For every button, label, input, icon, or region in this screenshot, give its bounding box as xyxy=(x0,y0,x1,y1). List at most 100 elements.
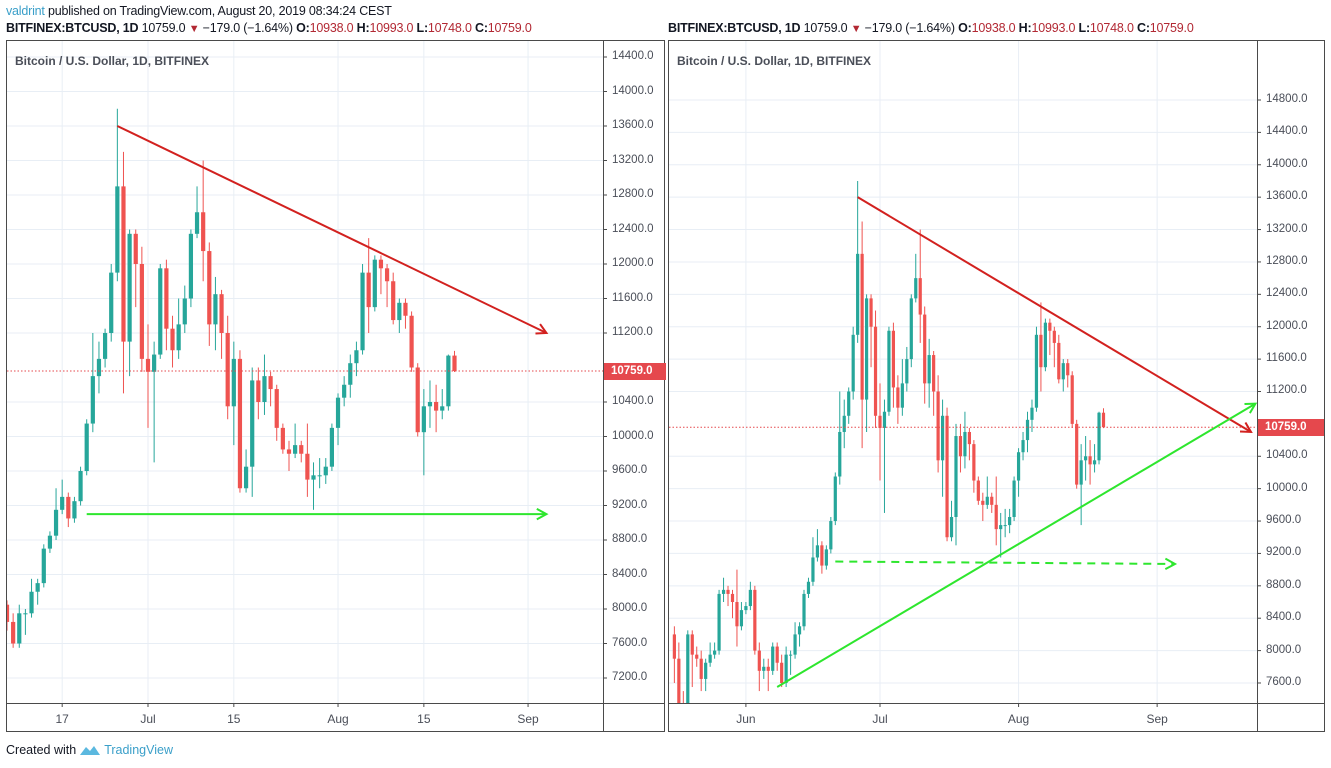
candle xyxy=(225,315,230,420)
y-axis-label: 9200.0 xyxy=(1266,546,1302,559)
candle xyxy=(213,276,218,351)
candle xyxy=(335,393,341,446)
symbol-line-right: BITFINEX:BTCUSD, 1D 10759.0 ▼ −179.0 (−1… xyxy=(668,21,1194,35)
candle xyxy=(672,626,676,683)
candle xyxy=(914,253,918,303)
author-link[interactable]: valdrint xyxy=(6,4,45,18)
candle xyxy=(873,310,878,428)
price-change: −179.0 (−1.64%) xyxy=(202,21,293,35)
open-value: 10938.0 xyxy=(309,21,354,35)
candle xyxy=(7,600,10,631)
candle xyxy=(231,341,236,446)
green-trendline-annotation[interactable] xyxy=(776,402,1257,688)
candle xyxy=(744,602,748,615)
candle xyxy=(409,311,414,372)
candle xyxy=(909,294,913,368)
y-axis-label: 10000.0 xyxy=(1266,481,1308,494)
candle xyxy=(686,630,690,703)
candle xyxy=(981,492,985,522)
candlestick-plot[interactable] xyxy=(669,41,1324,731)
candle xyxy=(784,646,788,688)
triangle-down-icon: ▼ xyxy=(850,23,862,35)
candle xyxy=(421,389,426,476)
chart-right[interactable]: Bitcoin / U.S. Dollar, 1D, BITFINEX 1075… xyxy=(668,40,1325,732)
candle xyxy=(403,298,408,329)
y-axis-label: 13200.0 xyxy=(1266,222,1308,235)
candle xyxy=(90,333,95,433)
candle xyxy=(201,160,206,282)
last-price: 10759.0 xyxy=(141,21,186,35)
green-horizontal-dashed-annotation[interactable] xyxy=(835,557,1178,571)
x-axis-label: Sep xyxy=(517,712,539,726)
candle xyxy=(793,622,797,659)
candle xyxy=(1066,359,1070,388)
candle xyxy=(847,387,851,424)
candle xyxy=(372,255,377,312)
candle xyxy=(856,180,860,343)
candle xyxy=(918,229,922,343)
candle xyxy=(990,492,994,513)
open-label: O: xyxy=(958,21,972,35)
candle xyxy=(739,602,744,631)
candle xyxy=(945,407,949,542)
x-axis-label: Sep xyxy=(1146,712,1168,726)
created-with-text: Created with xyxy=(6,743,77,757)
y-axis-label: 8000.0 xyxy=(612,602,648,614)
close-value: 10759.0 xyxy=(1149,21,1194,35)
x-axis-label: Aug xyxy=(1007,712,1030,726)
candle xyxy=(842,399,846,449)
candle xyxy=(41,544,46,588)
candle xyxy=(262,354,267,415)
green-horizontal-annotation[interactable] xyxy=(86,507,549,521)
y-axis-label: 8800.0 xyxy=(1266,578,1302,591)
candle xyxy=(708,642,712,667)
y-axis-label: 14400.0 xyxy=(612,50,654,62)
candle xyxy=(397,298,402,333)
candle xyxy=(775,642,779,671)
candle xyxy=(102,328,108,368)
candle xyxy=(280,423,285,454)
high-label: H: xyxy=(1018,21,1032,35)
y-axis-label: 12800.0 xyxy=(1266,254,1308,267)
open-value: 10938.0 xyxy=(971,21,1016,35)
candle xyxy=(176,298,181,359)
tradingview-link[interactable]: TradingView xyxy=(104,743,173,757)
candle xyxy=(963,411,967,469)
candle xyxy=(1034,326,1039,412)
candle xyxy=(440,389,445,420)
y-axis-label: 10400.0 xyxy=(612,395,654,407)
x-axis-label: Jul xyxy=(140,712,156,726)
candle xyxy=(1048,318,1052,356)
y-axis-label: 11600.0 xyxy=(612,291,653,304)
candle xyxy=(35,578,40,605)
candle xyxy=(985,476,989,509)
low-label: L: xyxy=(416,21,429,35)
candle xyxy=(891,322,896,408)
red-trendline-annotation[interactable] xyxy=(857,196,1253,434)
y-axis-label: 7600.0 xyxy=(1266,675,1302,688)
y-axis-label: 12400.0 xyxy=(612,222,654,235)
chart-title: Bitcoin / U.S. Dollar, 1D, BITFINEX xyxy=(677,54,872,68)
candle xyxy=(927,338,931,408)
y-axis-label: 14400.0 xyxy=(1266,125,1308,138)
candle xyxy=(1075,419,1079,489)
candle xyxy=(29,578,34,618)
y-axis-label: 8400.0 xyxy=(1266,611,1302,624)
candle xyxy=(1092,444,1097,473)
close-label: C: xyxy=(1137,21,1150,35)
candle xyxy=(824,545,828,570)
candle xyxy=(348,354,353,398)
candlestick-plot[interactable] xyxy=(7,41,664,731)
candle xyxy=(838,391,842,485)
candle xyxy=(682,691,684,703)
chart-left[interactable]: Bitcoin / U.S. Dollar, 1D, BITFINEX 1075… xyxy=(6,40,666,732)
candle xyxy=(802,589,806,631)
symbol-line-left: BITFINEX:BTCUSD, 1D 10759.0 ▼ −179.0 (−1… xyxy=(6,21,532,35)
red-trendline-annotation[interactable] xyxy=(116,125,549,335)
low-value: 10748.0 xyxy=(1089,21,1134,35)
candle xyxy=(342,376,347,407)
candle xyxy=(753,585,757,655)
tradingview-logo-icon xyxy=(80,746,101,755)
candle xyxy=(1025,411,1030,453)
x-axis-label: Jun xyxy=(736,712,756,726)
